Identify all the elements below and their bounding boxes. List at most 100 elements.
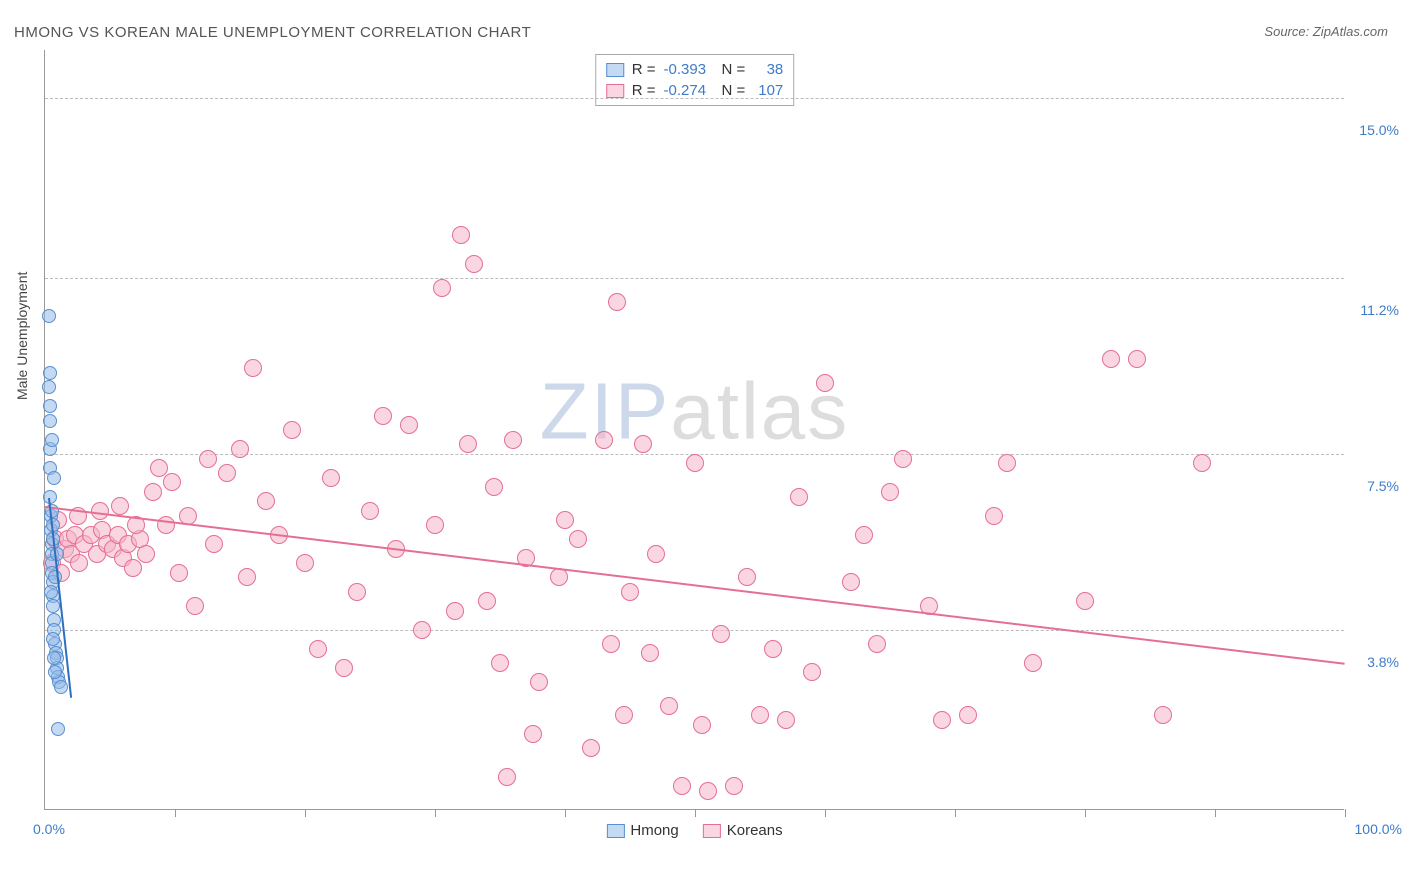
data-point (693, 716, 711, 734)
data-point (218, 464, 236, 482)
data-point (959, 706, 977, 724)
y-tick-label: 3.8% (1367, 654, 1399, 670)
chart-container: HMONG VS KOREAN MALE UNEMPLOYMENT CORREL… (0, 0, 1406, 892)
data-point (615, 706, 633, 724)
data-point (170, 564, 188, 582)
data-point (54, 680, 68, 694)
data-point (335, 659, 353, 677)
data-point (47, 471, 61, 485)
korean-r-value: -0.274 (664, 82, 714, 99)
watermark: ZIPatlas (540, 365, 849, 457)
data-point (485, 478, 503, 496)
data-point (231, 440, 249, 458)
data-point (1102, 350, 1120, 368)
data-point (446, 602, 464, 620)
data-point (595, 431, 613, 449)
data-point (602, 635, 620, 653)
chart-title: HMONG VS KOREAN MALE UNEMPLOYMENT CORREL… (14, 24, 531, 41)
swatch-korean (606, 84, 624, 98)
data-point (998, 454, 1016, 472)
data-point (1076, 592, 1094, 610)
data-point (46, 599, 60, 613)
data-point (894, 450, 912, 468)
source-label: Source: (1264, 24, 1309, 39)
data-point (504, 431, 522, 449)
data-point (478, 592, 496, 610)
x-tick (825, 809, 826, 817)
x-tick (305, 809, 306, 817)
x-tick (1345, 809, 1346, 817)
data-point (42, 380, 56, 394)
data-point (725, 777, 743, 795)
n-label: N = (722, 61, 746, 78)
data-point (257, 492, 275, 510)
n-label: N = (722, 82, 746, 99)
data-point (985, 507, 1003, 525)
data-point (157, 516, 175, 534)
data-point (550, 568, 568, 586)
swatch-hmong-icon (606, 824, 624, 838)
data-point (634, 435, 652, 453)
data-point (777, 711, 795, 729)
x-tick (1215, 809, 1216, 817)
data-point (660, 697, 678, 715)
data-point (91, 502, 109, 520)
data-point (283, 421, 301, 439)
data-point (881, 483, 899, 501)
data-point (647, 545, 665, 563)
data-point (803, 663, 821, 681)
gridline (45, 98, 1344, 99)
data-point (569, 530, 587, 548)
data-point (933, 711, 951, 729)
data-point (524, 725, 542, 743)
stats-row-hmong: R = -0.393 N = 38 (606, 59, 784, 80)
data-point (816, 374, 834, 392)
data-point (322, 469, 340, 487)
swatch-hmong (606, 63, 624, 77)
data-point (855, 526, 873, 544)
data-point (43, 414, 57, 428)
plot-area: ZIPatlas R = -0.393 N = 38 R = -0.274 N … (44, 50, 1344, 810)
data-point (641, 644, 659, 662)
data-point (70, 554, 88, 572)
data-point (400, 416, 418, 434)
data-point (45, 433, 59, 447)
data-point (1128, 350, 1146, 368)
data-point (42, 309, 56, 323)
data-point (1193, 454, 1211, 472)
x-tick (175, 809, 176, 817)
data-point (46, 632, 60, 646)
data-point (764, 640, 782, 658)
data-point (47, 651, 61, 665)
gridline (45, 278, 1344, 279)
data-point (137, 545, 155, 563)
data-point (433, 279, 451, 297)
data-point (498, 768, 516, 786)
x-tick (695, 809, 696, 817)
data-point (1154, 706, 1172, 724)
regression-line (45, 506, 1345, 665)
data-point (43, 366, 57, 380)
data-point (205, 535, 223, 553)
data-point (426, 516, 444, 534)
source-value: ZipAtlas.com (1313, 24, 1388, 39)
x-tick (565, 809, 566, 817)
data-point (556, 511, 574, 529)
x-axis-min-label: 0.0% (33, 821, 65, 837)
data-point (868, 635, 886, 653)
data-point (842, 573, 860, 591)
data-point (238, 568, 256, 586)
legend-item-korean: Koreans (703, 822, 783, 839)
hmong-n-value: 38 (753, 61, 783, 78)
data-point (751, 706, 769, 724)
data-point (144, 483, 162, 501)
gridline (45, 630, 1344, 631)
x-axis-max-label: 100.0% (1355, 821, 1402, 837)
data-point (163, 473, 181, 491)
y-tick-label: 15.0% (1359, 122, 1399, 138)
data-point (244, 359, 262, 377)
data-point (699, 782, 717, 800)
data-point (348, 583, 366, 601)
data-point (465, 255, 483, 273)
data-point (361, 502, 379, 520)
